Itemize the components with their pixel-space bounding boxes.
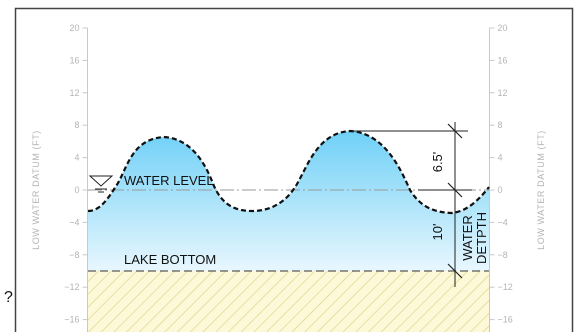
left-axis-tick-label: 12 xyxy=(69,88,79,98)
wave-profile-line xyxy=(87,129,490,215)
right-axis-tick-label: −12 xyxy=(498,282,513,292)
right-axis-ticks: 20 16 12 8 4 0 −4 −8 −12 −16 xyxy=(489,23,513,325)
right-axis-tick-label: 4 xyxy=(498,153,503,163)
left-axis-tick-label: −12 xyxy=(64,282,79,292)
right-axis-tick-label: 12 xyxy=(498,88,508,98)
left-axis-tick-label: 0 xyxy=(74,185,79,195)
water-level-symbol-icon xyxy=(88,175,114,193)
right-axis-tick-label: −4 xyxy=(498,217,508,227)
left-axis-tick-label: 4 xyxy=(74,153,79,163)
water-body xyxy=(88,131,489,271)
left-axis-tick-label: −4 xyxy=(69,217,79,227)
left-axis-tick-label: −8 xyxy=(69,250,79,260)
left-axis-tick-label: −16 xyxy=(64,315,79,325)
wave-height-value: 6.5' xyxy=(430,152,445,173)
left-axis-title: LOW WATER DATUM (FT) xyxy=(31,130,41,250)
lake-bottom-label: LAKE BOTTOM xyxy=(124,252,216,267)
water-depth-label-line2: DETPTH xyxy=(474,212,489,264)
right-axis-tick-label: −16 xyxy=(498,315,513,325)
right-axis-tick-label: 8 xyxy=(498,120,503,130)
wave-height-dimension xyxy=(352,122,472,287)
diagram-frame xyxy=(14,7,574,332)
edge-fragment-text: ? xyxy=(4,289,13,306)
right-axis-tick-label: 0 xyxy=(498,185,503,195)
water-level-label: WATER LEVEL xyxy=(124,173,214,188)
left-axis-tick-label: 20 xyxy=(69,23,79,33)
lake-bed-sediment xyxy=(88,271,489,332)
water-depth-label-line1: WATER xyxy=(460,215,475,261)
water-depth-value: 10' xyxy=(430,224,445,241)
left-axis-tick-label: 16 xyxy=(69,55,79,65)
right-axis-tick-label: −8 xyxy=(498,250,508,260)
right-axis-tick-label: 20 xyxy=(498,23,508,33)
right-axis-title: LOW WATER DATUM (FT) xyxy=(536,130,546,250)
left-axis-tick-label: 8 xyxy=(74,120,79,130)
right-axis-tick-label: 16 xyxy=(498,55,508,65)
left-axis-ticks: 20 16 12 8 4 0 −4 −8 −12 −16 xyxy=(64,23,88,325)
